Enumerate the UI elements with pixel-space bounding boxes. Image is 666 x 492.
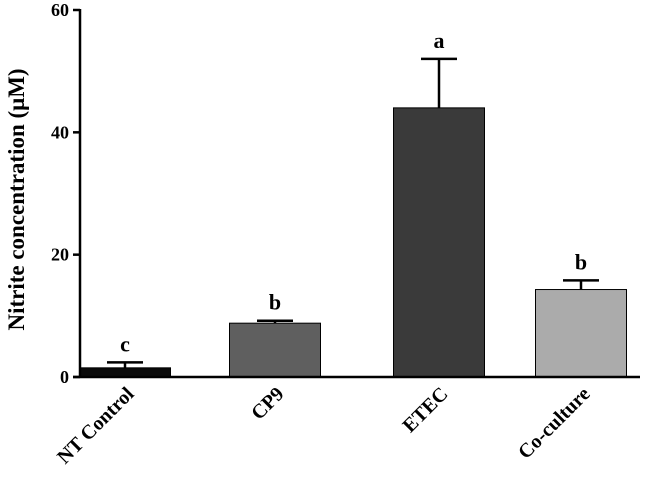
x-axis-labels: NT Control CP9 ETEC Co-culture <box>53 383 594 469</box>
y-axis-ticks: 0 20 40 60 <box>51 0 80 387</box>
y-tick-label: 0 <box>60 367 69 387</box>
x-tick-label: NT Control <box>53 383 139 469</box>
significance-letter: a <box>434 28 445 53</box>
y-axis-title-group: Nitrite concentration (μM) <box>4 68 29 330</box>
y-tick-label: 20 <box>51 245 69 265</box>
x-tick-label: Co-culture <box>514 383 595 464</box>
significance-letter: c <box>120 331 130 356</box>
bar <box>535 289 627 378</box>
significance-letter: b <box>575 249 587 274</box>
y-tick-label: 60 <box>51 0 69 20</box>
x-tick-label: ETEC <box>398 383 452 437</box>
axes <box>73 9 640 379</box>
bar <box>79 367 171 378</box>
x-tick-label: CP9 <box>247 383 288 424</box>
bar <box>229 322 321 378</box>
error-bars <box>107 57 599 368</box>
significance-letter: b <box>269 290 281 315</box>
significance-letters: c b a b <box>120 28 587 356</box>
y-tick-label: 40 <box>51 122 69 142</box>
bar <box>393 107 485 378</box>
y-axis-title: Nitrite concentration (μM) <box>4 68 29 330</box>
bars <box>79 107 627 378</box>
